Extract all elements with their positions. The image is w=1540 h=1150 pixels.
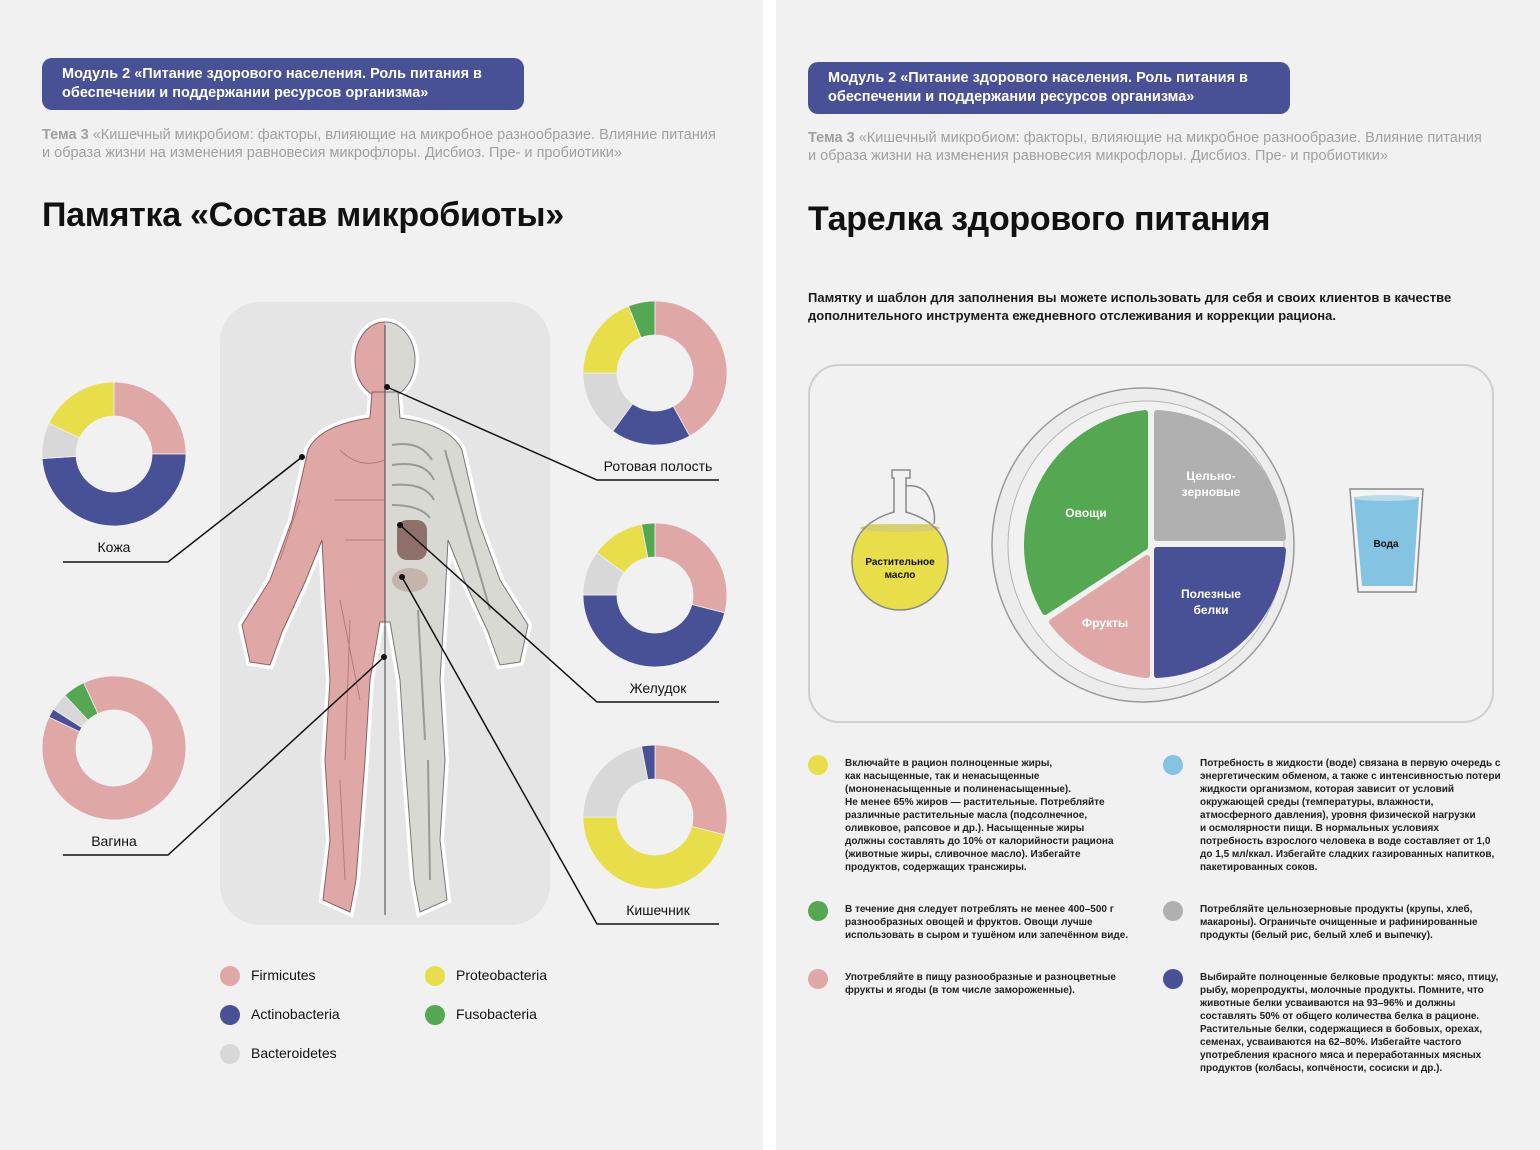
plate-label-grains-1: Цельно- — [1186, 469, 1235, 483]
donut-label-vagina: Вагина — [91, 833, 137, 849]
module-badge-right: Модуль 2 «Питание здорового населения. Р… — [808, 62, 1290, 114]
connector-skin — [63, 456, 303, 563]
plate-section-vegetables — [1024, 410, 1148, 615]
donut-segment-fusobacteria — [64, 682, 99, 721]
plate-label-proteins-2: белки — [1193, 603, 1228, 617]
bullet-dot — [1163, 969, 1183, 989]
donut-label-stomach: Желудок — [629, 680, 687, 696]
donut-label-mouth: Ротовая полость — [603, 458, 713, 474]
tip-fats: Включайте в рацион полноценные жиры, как… — [845, 758, 1114, 873]
legend-actinobacteria: Actinobacteria — [251, 1006, 340, 1022]
plate-label-vegetables: Овощи — [1065, 506, 1106, 520]
donut-segment-actinobacteria — [582, 594, 726, 668]
page-title-left: Памятка «Состав микробиоты» — [42, 196, 564, 234]
topic-text-right: Тема 3 «Кишечный микробиом: факторы, вли… — [808, 129, 1488, 165]
connector-dot — [384, 384, 390, 390]
connector-lines — [63, 386, 719, 925]
tip-fruits: Употребляйте в пищу разнообразные и разн… — [845, 972, 1116, 996]
plate-label-grains-2: зерновые — [1182, 485, 1241, 499]
donut-segment-firmicutes — [113, 381, 187, 455]
topic-label: Тема 3 — [808, 130, 855, 146]
oil-label-1: Растительное — [865, 557, 935, 568]
intro-text: Памятку и шаблон для заполнения вы может… — [808, 290, 1452, 323]
plate-label-fruits: Фрукты — [1082, 616, 1128, 630]
oil-flask: Растительное масло — [851, 469, 949, 611]
donut-segment-bacteroidetes — [582, 745, 649, 818]
plate-label-proteins-1: Полезные — [1181, 587, 1241, 601]
legend-bacteroidetes: Bacteroidetes — [251, 1045, 337, 1061]
plate-section-grains — [1154, 410, 1286, 541]
donut-segment-fusobacteria — [641, 522, 656, 559]
tip-water: Потребность в жидкости (воде) связана в … — [1200, 758, 1501, 873]
legend-dots — [220, 966, 445, 1064]
tip-grains: Потребляйте цельнозерновые продукты (кру… — [1200, 904, 1478, 941]
connector-vagina — [63, 656, 385, 856]
legend-dot-bacteroidetes — [220, 1044, 240, 1064]
legend-fusobacteria: Fusobacteria — [456, 1006, 537, 1022]
oil-label-2: масло — [885, 570, 916, 581]
donut-segment-firmicutes — [654, 522, 728, 614]
connector-mouth — [386, 386, 719, 481]
donut-label-skin: Кожа — [97, 539, 131, 555]
plate: Овощи Цельно- зерновые Фрукты Полезные б… — [991, 387, 1295, 703]
donut-segment-proteobacteria — [582, 816, 726, 890]
connector-stomach — [399, 524, 719, 703]
bullet-dot — [808, 969, 828, 989]
bullet-dots — [808, 755, 1183, 989]
donut-segment-firmicutes — [41, 675, 187, 821]
connector-intestine — [401, 576, 719, 925]
donut-segment-fusobacteria — [627, 300, 656, 339]
module-badge-left: Модуль 2 «Питание здорового населения. Р… — [42, 58, 524, 110]
page-title-right: Тарелка здорового питания — [808, 200, 1271, 238]
donut-segment-proteobacteria — [48, 381, 115, 439]
legend-proteobacteria: Proteobacteria — [456, 967, 548, 983]
water-glass: Вода — [1349, 488, 1424, 593]
legend-dot-firmicutes — [220, 966, 240, 986]
donut-segment-firmicutes — [654, 300, 728, 437]
donut-segment-actinobacteria — [641, 744, 656, 781]
topic-description: «Кишечный микробиом: факторы, влияющие н… — [42, 127, 716, 161]
donut-segment-actinobacteria — [41, 453, 187, 527]
legend-dot-actinobacteria — [220, 1005, 240, 1025]
bullet-dot — [808, 901, 828, 921]
legend-dot-fusobacteria — [425, 1005, 445, 1025]
topic-description: «Кишечный микробиом: факторы, влияющие н… — [808, 130, 1482, 164]
page-divider — [763, 0, 776, 1150]
topic-text-left: Тема 3 «Кишечный микробиом: факторы, вли… — [42, 126, 722, 162]
plate-section-proteins — [1154, 547, 1286, 678]
connector-dot — [399, 574, 405, 580]
bullet-dot — [808, 755, 828, 775]
connector-dot — [381, 654, 387, 660]
water-label: Вода — [1373, 539, 1399, 550]
bullet-dot — [1163, 901, 1183, 921]
connector-dot — [397, 522, 403, 528]
plate-section-fruits — [1049, 555, 1150, 678]
legend-dot-proteobacteria — [425, 966, 445, 986]
legend-firmicutes: Firmicutes — [251, 967, 316, 983]
bullet-dot — [1163, 755, 1183, 775]
tip-proteins: Выбирайте полноценные белковые продукты:… — [1200, 972, 1499, 1074]
tip-vegetables: В течение дня следует потреблять не мене… — [845, 904, 1129, 941]
connector-dot — [299, 454, 305, 460]
topic-label: Тема 3 — [42, 127, 89, 143]
donut-label-intestine: Кишечник — [626, 902, 690, 918]
donut-charts — [41, 300, 728, 890]
donut-segment-firmicutes — [654, 744, 728, 836]
